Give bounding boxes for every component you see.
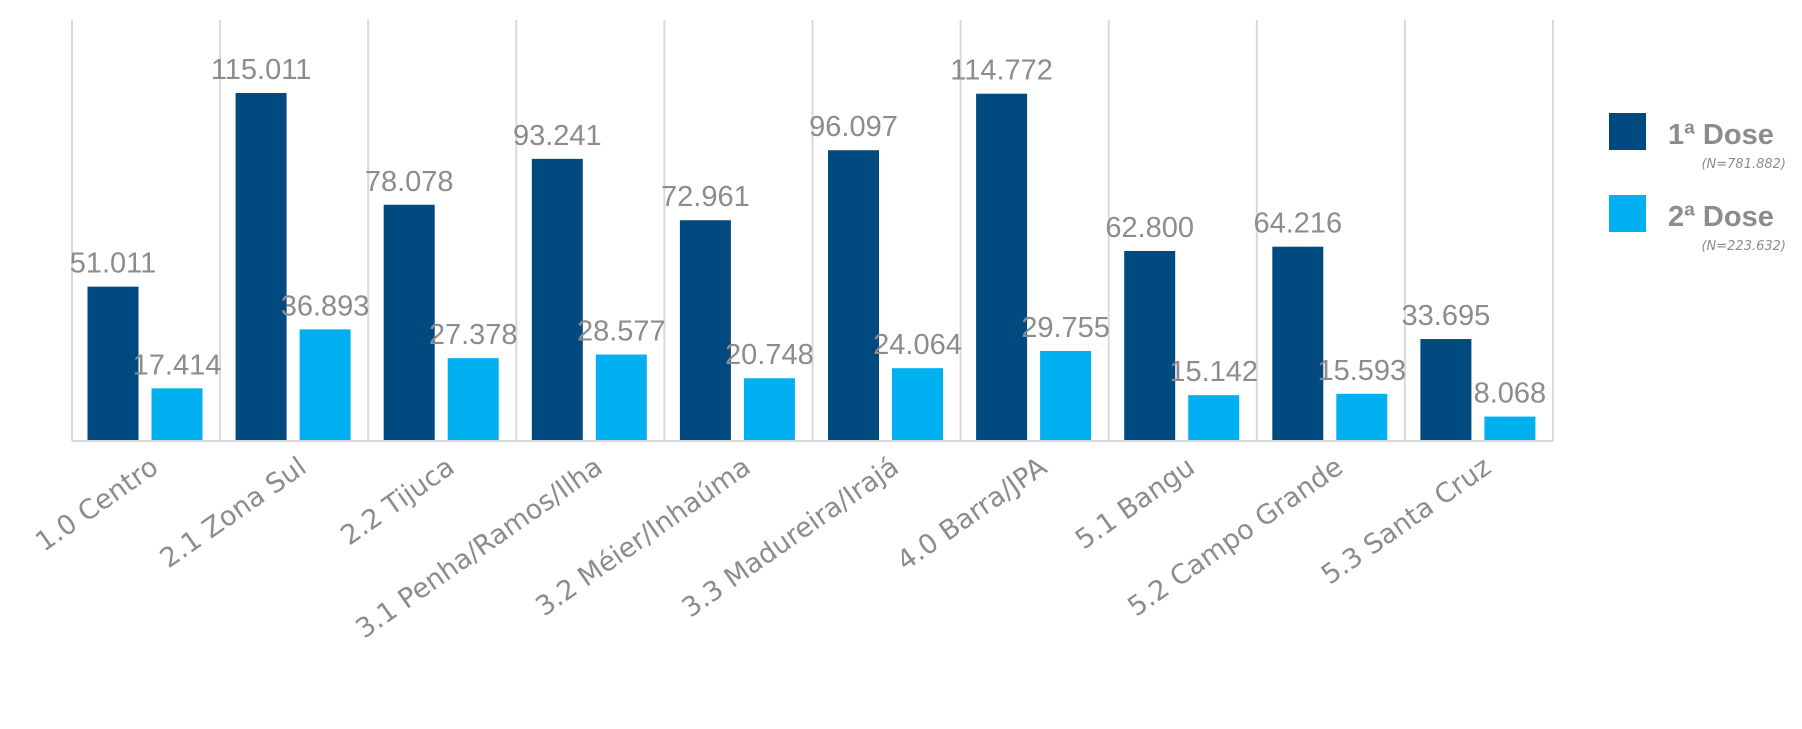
data-label-dose1: 78.078 (365, 166, 454, 198)
bar-dose2 (1188, 395, 1240, 441)
data-label-dose2: 20.748 (725, 339, 814, 371)
data-label-dose2: 15.593 (1317, 355, 1406, 387)
bar-dose1 (1124, 250, 1176, 441)
bar-dose1 (828, 150, 879, 442)
data-label-dose2: 17.414 (133, 349, 222, 381)
legend: 1ª Dose (N=781.882) 2ª Dose (N=223.632) (1609, 113, 1786, 254)
legend-label-dose2: 2ª Dose (1668, 201, 1774, 233)
bar-dose1 (383, 204, 435, 441)
data-label-dose2: 24.064 (873, 329, 962, 361)
category-label: 1.0 Centro (30, 451, 164, 558)
data-label-dose1: 115.011 (211, 54, 312, 86)
bar-dose1 (1420, 339, 1472, 441)
data-label-dose1: 64.216 (1253, 208, 1342, 240)
data-label-dose2: 36.893 (281, 290, 370, 322)
category-label: 4.0 Barra/JPA (892, 451, 1054, 577)
bar-dose1 (976, 93, 1028, 441)
bar-dose2 (743, 378, 795, 441)
gridlines (71, 20, 1554, 441)
bar-dose2 (151, 388, 203, 441)
bar-dose1 (679, 220, 731, 441)
bars (87, 93, 1536, 442)
bar-dose2 (1336, 393, 1388, 441)
bar-dose2 (299, 329, 351, 441)
data-label-dose2: 27.378 (429, 319, 518, 351)
bar-dose2 (1040, 350, 1092, 441)
data-label-dose2: 28.577 (577, 316, 666, 348)
legend-note-dose1: (N=781.882) (1701, 157, 1786, 172)
data-label-dose1: 72.961 (661, 181, 750, 213)
category-label: 5.1 Bangu (1070, 451, 1201, 556)
data-label-dose2: 8.068 (1474, 378, 1547, 410)
data-label-dose1: 33.695 (1402, 300, 1491, 332)
bar-dose1 (531, 158, 583, 441)
bar-dose2 (1484, 416, 1536, 441)
legend-note-dose2: (N=223.632) (1701, 239, 1786, 254)
data-label-dose1: 114.772 (950, 55, 1053, 87)
category-label: 2.1 Zona Sul (155, 451, 312, 574)
data-label-dose1: 51.011 (70, 248, 157, 280)
legend-swatch-dose2 (1609, 195, 1646, 232)
data-label-dose1: 93.241 (513, 120, 602, 152)
data-label-dose1: 62.800 (1105, 212, 1194, 244)
data-label-dose2: 15.142 (1169, 356, 1258, 388)
data-label-dose2: 29.755 (1021, 312, 1110, 344)
category-label: 2.2 Tijuca (335, 451, 460, 551)
bar-dose2 (892, 368, 943, 441)
bar-dose1 (235, 93, 287, 441)
bar-dose2 (447, 358, 499, 441)
category-label: 3.1 Penha/Ramos/Ilha (350, 451, 608, 645)
bar-dose1 (87, 286, 139, 441)
value-labels: 51.011 17.414 115.011 36.893 78.078 27.378 93.… (70, 54, 1546, 410)
bar-dose2 (595, 354, 647, 441)
legend-swatch-dose1 (1609, 113, 1646, 150)
data-label-dose1: 96.097 (809, 111, 898, 143)
legend-label-dose1: 1ª Dose (1668, 119, 1774, 151)
bar-dose1 (1272, 246, 1324, 441)
